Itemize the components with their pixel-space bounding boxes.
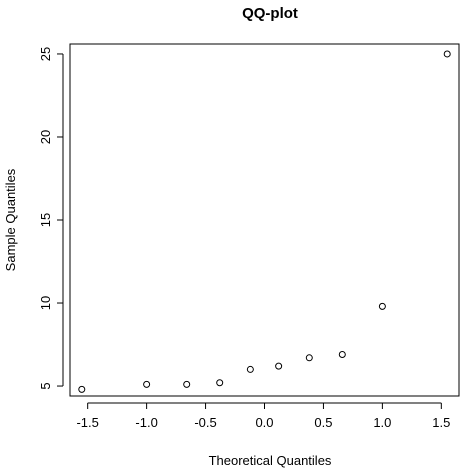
data-point <box>338 350 346 358</box>
data-point <box>78 385 86 393</box>
x-axis-label: Theoretical Quantiles <box>209 453 332 468</box>
data-point <box>216 379 224 387</box>
x-tick-label: -1.5 <box>76 415 98 430</box>
y-axis: 5 10 15 20 25 <box>38 47 64 390</box>
y-axis-label: Sample Quantiles <box>3 168 18 271</box>
x-tick-label: -0.5 <box>194 415 216 430</box>
x-tick-label: 0.5 <box>314 415 332 430</box>
y-tick-label: 10 <box>38 296 53 310</box>
y-tick-label: 20 <box>38 130 53 144</box>
data-points <box>78 50 451 393</box>
x-tick-label: 0.0 <box>255 415 273 430</box>
chart-title: QQ-plot <box>242 5 298 22</box>
x-tick-label: -1.0 <box>135 415 157 430</box>
data-point <box>275 362 283 370</box>
y-tick-label: 5 <box>38 382 53 389</box>
x-tick-label: 1.5 <box>432 415 450 430</box>
x-axis: -1.5 -1.0 -0.5 0.0 0.5 1.0 1.5 <box>76 402 450 430</box>
y-tick-label: 15 <box>38 213 53 227</box>
plot-frame <box>69 43 460 397</box>
data-point <box>183 380 191 388</box>
y-tick-label: 25 <box>38 47 53 61</box>
data-point <box>246 365 254 373</box>
data-point <box>443 50 451 58</box>
data-point <box>378 302 386 310</box>
x-tick-label: 1.0 <box>373 415 391 430</box>
data-point <box>143 380 151 388</box>
data-point <box>305 354 313 362</box>
